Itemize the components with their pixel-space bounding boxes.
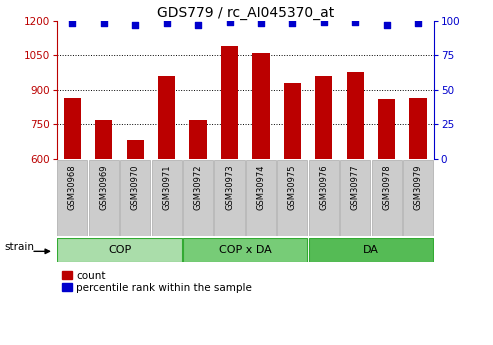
Text: COP x DA: COP x DA [219,245,272,255]
FancyBboxPatch shape [57,160,87,236]
Point [383,22,390,28]
FancyBboxPatch shape [246,160,276,236]
FancyBboxPatch shape [152,160,182,236]
Text: COP: COP [108,245,131,255]
Point [226,19,234,25]
FancyBboxPatch shape [89,160,119,236]
Text: DA: DA [363,245,379,255]
FancyBboxPatch shape [340,160,370,236]
Point [100,21,108,26]
Bar [315,76,332,159]
FancyBboxPatch shape [278,160,308,236]
Bar [252,53,270,159]
Text: GSM30975: GSM30975 [288,164,297,210]
Text: GSM30968: GSM30968 [68,164,77,210]
Point [288,21,296,26]
Bar [64,98,81,159]
Point [69,21,76,26]
Bar [378,99,395,159]
Point [320,19,328,25]
FancyBboxPatch shape [403,160,433,236]
FancyBboxPatch shape [57,238,182,262]
Text: GSM30971: GSM30971 [162,164,171,210]
Text: GSM30979: GSM30979 [414,164,423,210]
Bar [158,76,176,159]
Point [131,22,139,28]
Legend: count, percentile rank within the sample: count, percentile rank within the sample [62,271,252,293]
Bar [221,46,238,159]
Bar [127,140,144,159]
Text: GSM30972: GSM30972 [194,164,203,210]
FancyBboxPatch shape [214,160,245,236]
Point [352,19,359,25]
FancyBboxPatch shape [309,238,433,262]
Bar [95,120,112,159]
Text: GSM30974: GSM30974 [256,164,266,210]
FancyBboxPatch shape [372,160,402,236]
FancyBboxPatch shape [183,238,308,262]
Point [257,21,265,26]
Bar [410,98,427,159]
Bar [189,120,207,159]
Text: GSM30976: GSM30976 [319,164,328,210]
Bar [284,83,301,159]
Text: GSM30973: GSM30973 [225,164,234,210]
FancyBboxPatch shape [120,160,150,236]
FancyBboxPatch shape [183,160,213,236]
Point [194,22,202,28]
Title: GDS779 / rc_AI045370_at: GDS779 / rc_AI045370_at [157,6,334,20]
Point [414,21,422,26]
Text: GSM30969: GSM30969 [99,164,108,210]
Text: GSM30977: GSM30977 [351,164,360,210]
FancyBboxPatch shape [309,160,339,236]
Text: GSM30978: GSM30978 [382,164,391,210]
Text: strain: strain [4,242,35,252]
Text: GSM30970: GSM30970 [131,164,140,210]
Point [163,21,171,26]
Bar [347,72,364,159]
